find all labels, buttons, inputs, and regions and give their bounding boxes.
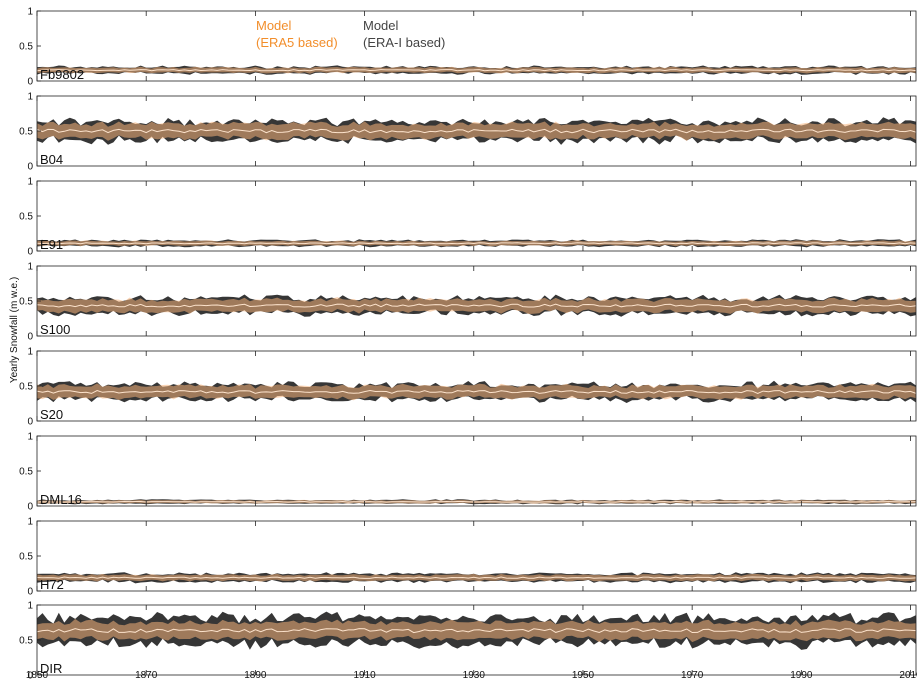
x-axis: 1850 1870 1890 1910 1930 1950 1970 1990 2010 — [26, 670, 917, 681]
y-tick-label: 1 — [27, 262, 33, 273]
y-tick-label: 0 — [27, 77, 33, 88]
legend-erai-line2: (ERA-I based) — [363, 35, 445, 50]
y-tick-label: 0 — [27, 332, 33, 343]
era5-band — [37, 619, 916, 643]
y-tick-label: 0 — [27, 587, 33, 598]
legend-era5-line2: (ERA5 based) — [256, 35, 338, 50]
legend-era5-line1: Model — [256, 18, 292, 33]
panel-s100: 0 0.5 1 S100 — [19, 262, 917, 343]
site-label: H72 — [40, 577, 64, 592]
y-tick-label: 0 — [27, 417, 33, 428]
y-tick-label: 1 — [27, 177, 33, 188]
x-tick-label: 1910 — [353, 670, 376, 681]
y-tick-label: 0 — [27, 671, 33, 681]
site-label: S20 — [40, 407, 63, 422]
x-tick-label: 1890 — [244, 670, 267, 681]
panel-b04: 0 0.5 1 B04 — [19, 92, 917, 173]
legend: Model (ERA5 based) Model (ERA-I based) — [256, 18, 445, 50]
x-tick-label: 1970 — [681, 670, 704, 681]
panel-s20: 0 0.5 1 S20 — [19, 347, 917, 428]
y-tick-label: 0.5 — [19, 297, 33, 308]
x-tick-label: 2010 — [899, 670, 917, 681]
panel-dir: 0 0.5 1 DIR — [19, 601, 917, 681]
panel-e91: 0 0.5 1 E91 — [19, 177, 917, 258]
y-tick-label: 0.5 — [19, 382, 33, 393]
y-tick-label: 1 — [27, 92, 33, 103]
y-tick-label: 0 — [27, 247, 33, 258]
y-tick-label: 0 — [27, 162, 33, 173]
y-tick-label: 0 — [27, 502, 33, 513]
panel-fb9802: 0 0.5 1 Fb9802 — [19, 7, 917, 88]
mean-line — [36, 242, 917, 245]
x-tick-label: 1990 — [790, 670, 813, 681]
y-tick-label: 1 — [27, 517, 33, 528]
panels-group: 0 0.5 1 Fb9802 0 0.5 1 B04 0 0.5 1 E91 0 0.5 1 S100 0 0.5… — [19, 7, 917, 681]
x-tick-label: 1850 — [26, 670, 49, 681]
site-label: DML16 — [40, 492, 82, 507]
era5-band — [37, 121, 916, 141]
x-tick-label: 1930 — [463, 670, 486, 681]
mean-line — [36, 576, 917, 579]
panel-h72: 0 0.5 1 H72 — [19, 517, 917, 598]
y-tick-label: 0.5 — [19, 636, 33, 647]
x-tick-label: 1950 — [572, 670, 595, 681]
mean-line — [36, 303, 917, 308]
x-tick-label: 1870 — [135, 670, 158, 681]
y-tick-label: 1 — [27, 601, 33, 612]
legend-erai-line1: Model — [363, 18, 399, 33]
panel-dml16: 0 0.5 1 DML16 — [19, 432, 917, 513]
mean-line — [36, 69, 917, 72]
mean-line — [36, 500, 917, 503]
site-label: E91 — [40, 237, 63, 252]
y-tick-label: 0.5 — [19, 552, 33, 563]
mean-line — [36, 389, 917, 394]
mean-line — [36, 628, 917, 634]
y-tick-label: 1 — [27, 7, 33, 18]
site-label: S100 — [40, 322, 70, 337]
y-tick-label: 0.5 — [19, 127, 33, 138]
mean-line — [36, 128, 917, 134]
site-label: Fb9802 — [40, 67, 84, 82]
site-label: B04 — [40, 152, 63, 167]
y-tick-label: 0.5 — [19, 467, 33, 478]
y-axis-label: Yearly Snowfall (m w.e.) — [9, 277, 20, 383]
site-label: DIR — [40, 661, 62, 676]
y-tick-label: 1 — [27, 347, 33, 358]
y-tick-label: 0.5 — [19, 212, 33, 223]
y-tick-label: 0.5 — [19, 42, 33, 53]
panel-frame — [36, 435, 917, 507]
y-tick-label: 1 — [27, 432, 33, 443]
